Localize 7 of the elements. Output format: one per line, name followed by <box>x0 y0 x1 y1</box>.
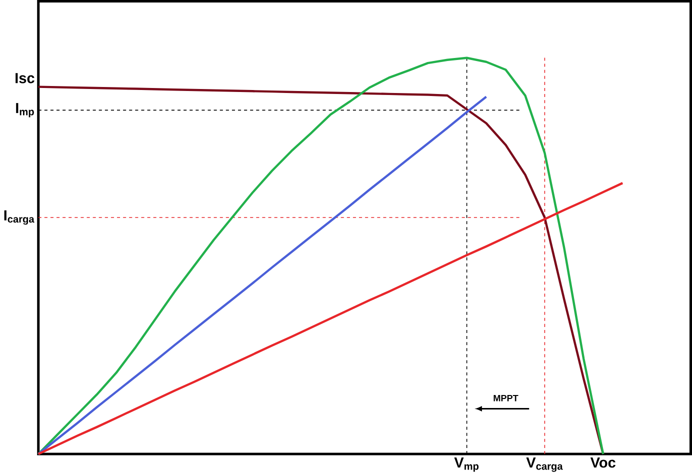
x-tick-label: V$_{mp}$ <box>454 457 479 472</box>
ref-line-label: I$_{carga}$ <box>4 210 34 225</box>
x-tick-label: Voc <box>590 457 616 468</box>
x-tick-label: V$_{carga}$ <box>526 457 563 472</box>
ref-line-label: I$_{mp}$ <box>16 102 34 118</box>
annotation: Isc <box>16 73 34 84</box>
annotation: MPPT <box>494 394 518 402</box>
